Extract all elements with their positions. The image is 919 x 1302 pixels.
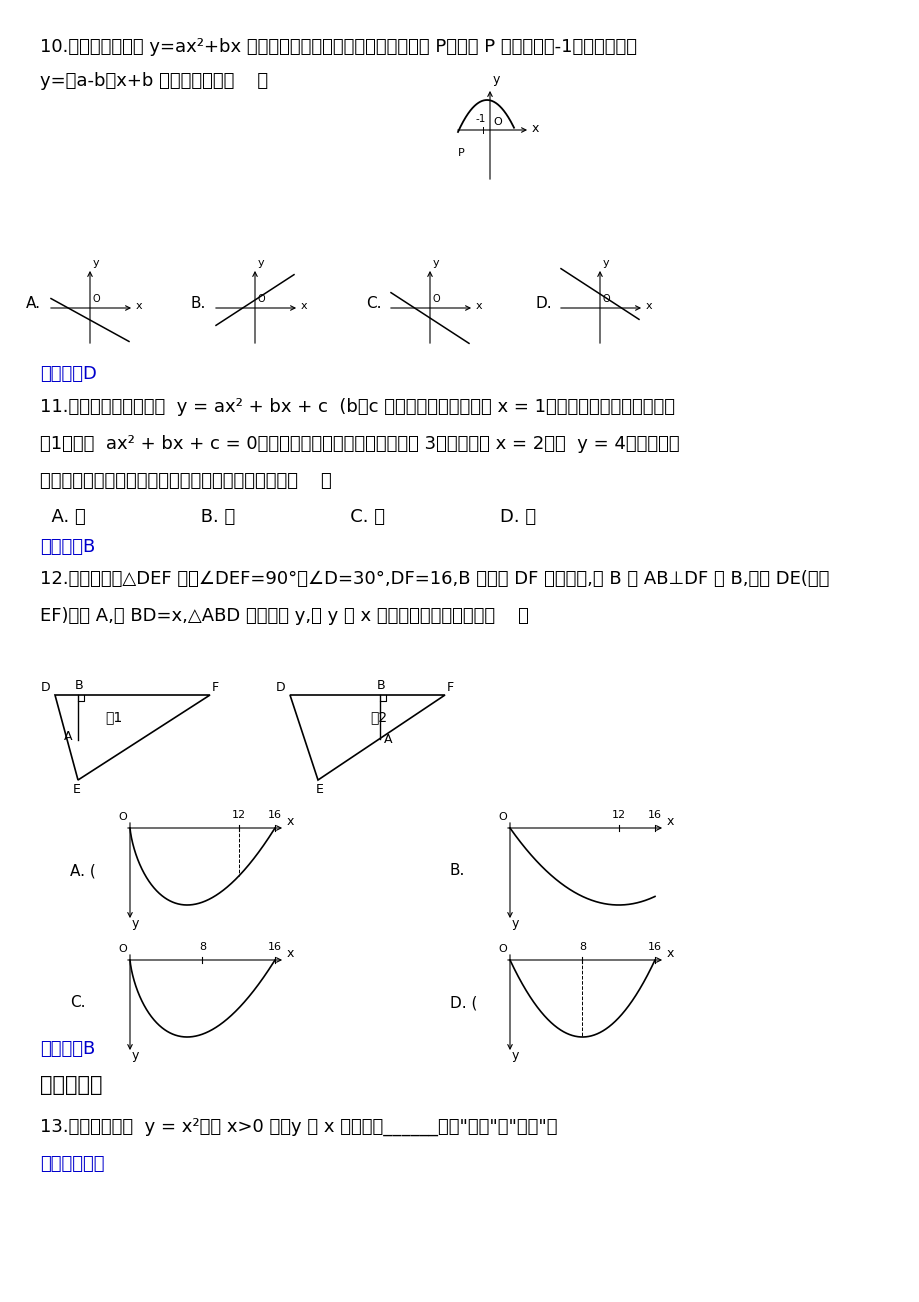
Text: O: O: [493, 117, 501, 128]
Text: 10.如图，二次函数 y=ax²+bx 的图象开口向下，且经过第三象限的点 P．若点 P 的横坐标为-1，则一次函数: 10.如图，二次函数 y=ax²+bx 的图象开口向下，且经过第三象限的点 P．…: [40, 38, 636, 56]
Text: y: y: [131, 1049, 139, 1062]
Text: y=（a-b）x+b 的图象大致是（    ）: y=（a-b）x+b 的图象大致是（ ）: [40, 72, 267, 90]
Text: x: x: [666, 815, 674, 828]
Text: 图1: 图1: [105, 710, 122, 724]
Text: B: B: [75, 680, 84, 691]
Text: A.: A.: [26, 296, 41, 310]
Text: x: x: [287, 947, 294, 960]
Text: P: P: [458, 148, 464, 158]
Text: 13.已知二次函数  y = x²，当 x>0 时，y 随 x 的增大而______（填"增大"或"减小"）: 13.已知二次函数 y = x²，当 x>0 时，y 随 x 的增大而_____…: [40, 1118, 557, 1137]
Text: x: x: [531, 121, 539, 134]
Text: y: y: [493, 73, 500, 86]
Text: x: x: [645, 301, 652, 311]
Text: x: x: [287, 815, 294, 828]
Text: O: O: [118, 944, 127, 954]
Text: D: D: [276, 681, 285, 694]
Text: y: y: [93, 258, 99, 268]
Text: B.: B.: [449, 863, 465, 878]
Text: F: F: [447, 681, 454, 694]
Text: x: x: [301, 301, 307, 311]
Text: 二、填空题: 二、填空题: [40, 1075, 102, 1095]
Text: A. 甲                    B. 乙                    C. 丙                    D. 丁: A. 甲 B. 乙 C. 丙 D. 丁: [40, 508, 536, 526]
Text: 8: 8: [578, 943, 585, 952]
Text: 8: 8: [199, 943, 206, 952]
Text: 【答案】D: 【答案】D: [40, 365, 96, 383]
Text: 图2: 图2: [369, 710, 387, 724]
Text: y: y: [512, 917, 519, 930]
Text: O: O: [602, 294, 610, 303]
Text: A: A: [383, 733, 392, 746]
Text: O: O: [433, 294, 440, 303]
Text: B: B: [377, 680, 385, 691]
Text: EF)于点 A,设 BD=x,△ABD 的面积为 y,则 y 与 x 之间的函数图象大致为（    ）: EF)于点 A,设 BD=x,△ABD 的面积为 y,则 y 与 x 之间的函数…: [40, 607, 528, 625]
Text: 12: 12: [611, 810, 625, 820]
Text: －1是方程  ax² + bx + c = 0的一个根；丙发现函数的最小值为 3；丁发现当 x = 2时，  y = 4．已知这四: －1是方程 ax² + bx + c = 0的一个根；丙发现函数的最小值为 3；…: [40, 435, 679, 453]
Text: B.: B.: [191, 296, 206, 310]
Text: y: y: [433, 258, 439, 268]
Text: D. (: D. (: [449, 995, 477, 1010]
Text: x: x: [136, 301, 142, 311]
Text: C.: C.: [70, 995, 85, 1010]
Text: -1: -1: [475, 115, 485, 124]
Text: 12: 12: [232, 810, 245, 820]
Text: 16: 16: [267, 810, 282, 820]
Text: 16: 16: [647, 810, 662, 820]
Text: D: D: [41, 681, 51, 694]
Text: 16: 16: [267, 943, 282, 952]
Text: 位同学中只有一位发现的结论是错误的，则该同学是（    ）: 位同学中只有一位发现的结论是错误的，则该同学是（ ）: [40, 473, 332, 490]
Text: 12.如图所示，△DEF 中，∠DEF=90°，∠D=30°,DF=16,B 是斜边 DF 上一动点,过 B 作 AB⊥DF 于 B,交边 DE(或边: 12.如图所示，△DEF 中，∠DEF=90°，∠D=30°,DF=16,B 是…: [40, 570, 828, 589]
Text: O: O: [497, 944, 506, 954]
Text: 11.四位同学在研究函数  y = ax² + bx + c  (b，c 是常数）时，甲发现当 x = 1时，函数有最小值；乙发现: 11.四位同学在研究函数 y = ax² + bx + c (b，c 是常数）时…: [40, 398, 675, 417]
Text: y: y: [131, 917, 139, 930]
Text: A: A: [64, 730, 73, 743]
Text: F: F: [211, 681, 219, 694]
Text: y: y: [512, 1049, 519, 1062]
Text: y: y: [257, 258, 265, 268]
Text: O: O: [93, 294, 100, 303]
Text: C.: C.: [366, 296, 381, 310]
Text: O: O: [497, 812, 506, 822]
Text: y: y: [602, 258, 609, 268]
Text: 【答案】B: 【答案】B: [40, 538, 96, 556]
Text: x: x: [475, 301, 482, 311]
Text: O: O: [257, 294, 266, 303]
Text: E: E: [315, 783, 323, 796]
Text: 16: 16: [647, 943, 662, 952]
Text: A. (: A. (: [70, 863, 96, 878]
Text: D.: D.: [536, 296, 552, 310]
Text: O: O: [118, 812, 127, 822]
Text: E: E: [73, 783, 81, 796]
Text: 【答案】增大: 【答案】增大: [40, 1155, 105, 1173]
Text: 【答案】B: 【答案】B: [40, 1040, 96, 1059]
Text: x: x: [666, 947, 674, 960]
